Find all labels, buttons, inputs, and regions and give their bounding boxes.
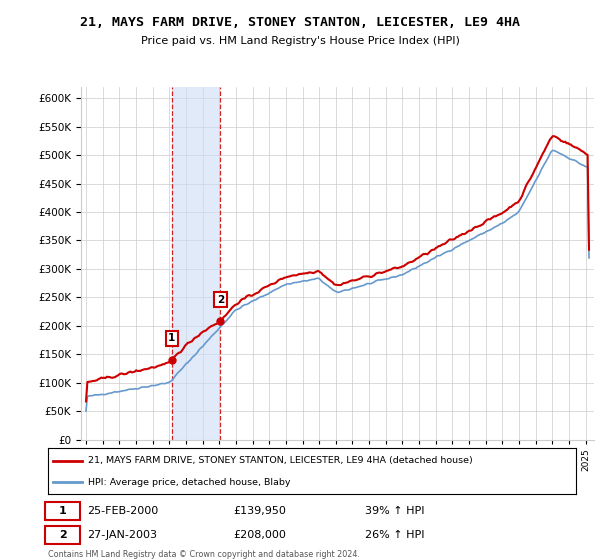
Bar: [172, 87, 220, 440]
Text: Price paid vs. HM Land Registry's House Price Index (HPI): Price paid vs. HM Land Registry's House …: [140, 36, 460, 46]
Text: 2: 2: [59, 530, 67, 540]
Text: 39% ↑ HPI: 39% ↑ HPI: [365, 506, 424, 516]
Text: HPI: Average price, detached house, Blaby: HPI: Average price, detached house, Blab…: [88, 478, 290, 487]
Text: 2: 2: [217, 295, 224, 305]
Text: 21, MAYS FARM DRIVE, STONEY STANTON, LEICESTER, LE9 4HA: 21, MAYS FARM DRIVE, STONEY STANTON, LEI…: [80, 16, 520, 29]
Text: 27-JAN-2003: 27-JAN-2003: [88, 530, 158, 540]
Text: £208,000: £208,000: [233, 530, 286, 540]
Text: 21, MAYS FARM DRIVE, STONEY STANTON, LEICESTER, LE9 4HA (detached house): 21, MAYS FARM DRIVE, STONEY STANTON, LEI…: [88, 456, 472, 465]
Text: 26% ↑ HPI: 26% ↑ HPI: [365, 530, 424, 540]
FancyBboxPatch shape: [46, 526, 80, 544]
Text: 1: 1: [168, 333, 175, 343]
FancyBboxPatch shape: [46, 502, 80, 520]
Text: 1: 1: [59, 506, 67, 516]
Text: £139,950: £139,950: [233, 506, 286, 516]
Text: Contains HM Land Registry data © Crown copyright and database right 2024.
This d: Contains HM Land Registry data © Crown c…: [48, 550, 360, 560]
Text: 25-FEB-2000: 25-FEB-2000: [88, 506, 159, 516]
